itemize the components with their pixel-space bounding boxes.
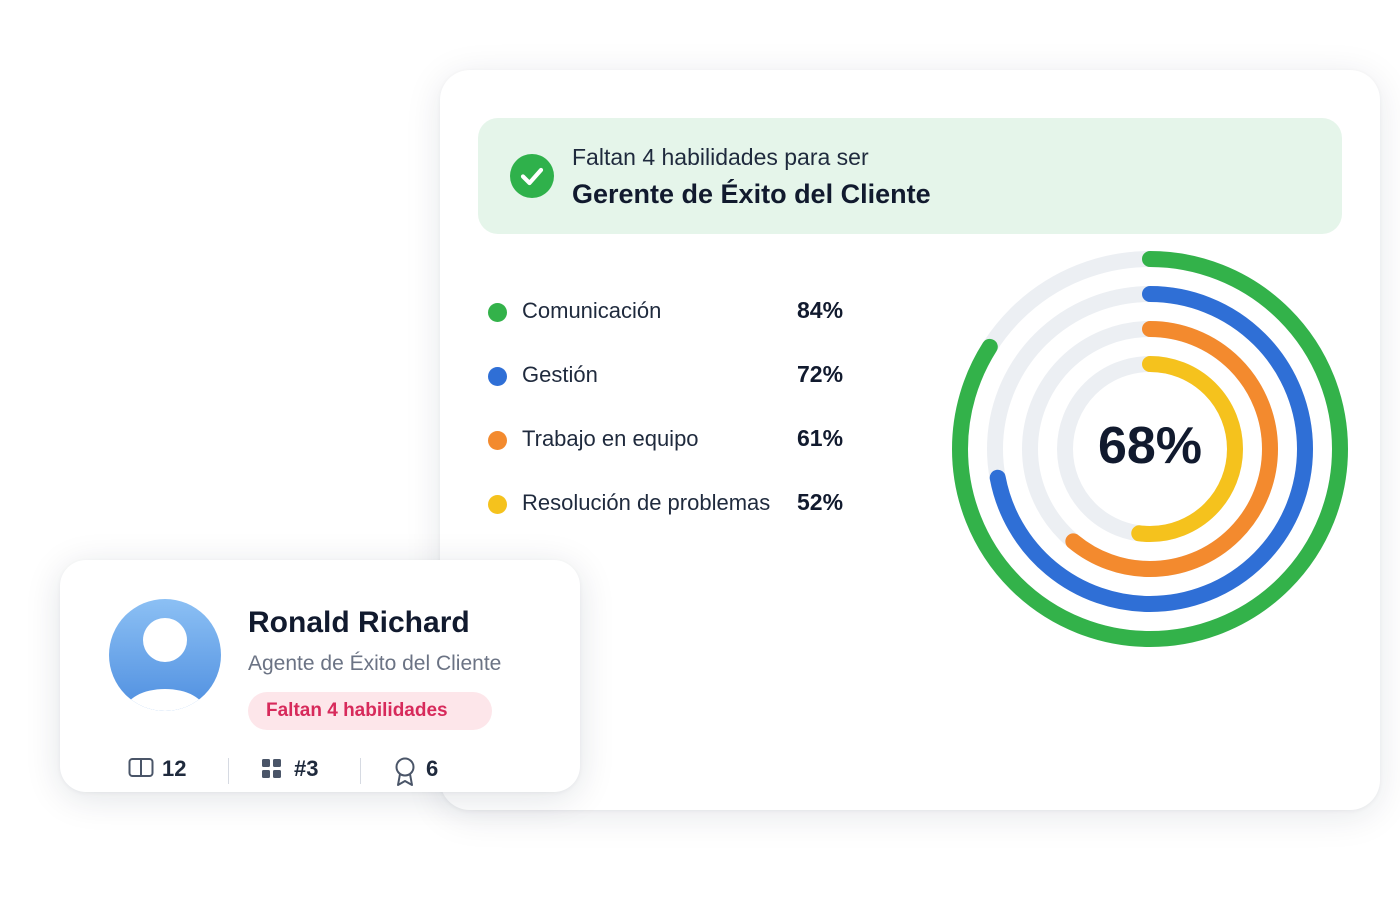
skill-item-gestion: Gestión 72% bbox=[488, 356, 858, 420]
profile-card[interactable]: Ronald Richard Agente de Éxito del Clien… bbox=[60, 560, 580, 792]
goal-banner: Faltan 4 habilidades para ser Gerente de… bbox=[478, 118, 1342, 234]
skills-progress-card: Faltan 4 habilidades para ser Gerente de… bbox=[440, 70, 1380, 810]
user-silhouette-icon bbox=[125, 618, 205, 711]
stat-divider bbox=[360, 758, 361, 784]
profile-role: Agente de Éxito del Cliente bbox=[248, 652, 502, 675]
skill-percent: 52% bbox=[797, 489, 844, 515]
radial-rings bbox=[952, 251, 1348, 647]
ring-progress-3 bbox=[1022, 321, 1278, 577]
skill-dot-orange bbox=[488, 431, 507, 450]
skill-label: Comunicación bbox=[522, 298, 662, 323]
skill-percent: 72% bbox=[797, 361, 844, 387]
skill-dot-green bbox=[488, 303, 507, 322]
ring-progress-2 bbox=[987, 286, 1313, 612]
ring-progress-1 bbox=[952, 251, 1348, 647]
stat-courses-value: 12 bbox=[162, 756, 187, 781]
skill-percent: 61% bbox=[797, 425, 844, 451]
stat-awards-value: 6 bbox=[426, 756, 439, 781]
profile-name: Ronald Richard bbox=[248, 606, 470, 639]
skill-label: Resolución de problemas bbox=[522, 490, 771, 515]
skills-list: Comunicación 84% Gestión 72% Trabajo en … bbox=[488, 292, 858, 548]
grid-icon bbox=[262, 759, 281, 778]
banner-subtitle: Faltan 4 habilidades para ser bbox=[572, 144, 869, 170]
missing-skills-badge: Faltan 4 habilidades bbox=[248, 692, 492, 730]
overall-percent: 68% bbox=[1097, 417, 1203, 475]
skill-label: Gestión bbox=[522, 362, 598, 387]
award-icon bbox=[395, 757, 415, 786]
skill-item-resolucion-de-problemas: Resolución de problemas 52% bbox=[488, 484, 858, 548]
skill-dot-yellow bbox=[488, 495, 507, 514]
radial-progress-chart: 68% bbox=[945, 244, 1355, 654]
avatar bbox=[109, 599, 221, 711]
stat-divider bbox=[228, 758, 229, 784]
ring-progress-4 bbox=[1057, 356, 1243, 542]
skill-dot-blue bbox=[488, 367, 507, 386]
skill-item-trabajo-en-equipo: Trabajo en equipo 61% bbox=[488, 420, 858, 484]
book-icon bbox=[128, 758, 154, 777]
skill-item-comunicacion: Comunicación 84% bbox=[488, 292, 858, 356]
stat-rank-value: #3 bbox=[294, 756, 319, 781]
target-role-title: Gerente de Éxito del Cliente bbox=[572, 179, 931, 209]
skill-percent: 84% bbox=[797, 297, 844, 323]
check-circle-icon bbox=[510, 154, 554, 198]
skill-label: Trabajo en equipo bbox=[522, 426, 699, 451]
